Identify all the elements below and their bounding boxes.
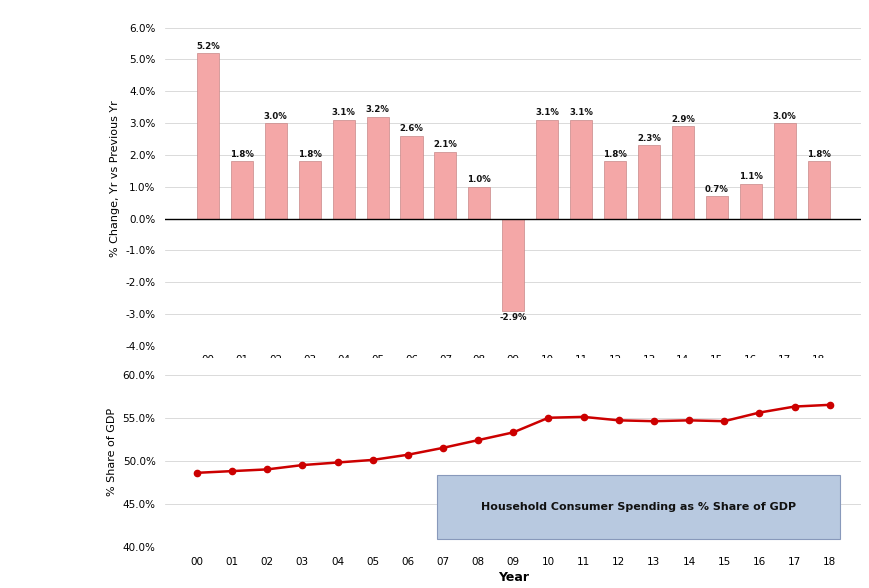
- Text: 3.1%: 3.1%: [331, 108, 355, 118]
- Text: Q1  =  +4.1%: Q1 = +4.1%: [44, 343, 116, 353]
- Y-axis label: % Change, Yr vs Previous Yr: % Change, Yr vs Previous Yr: [109, 101, 120, 257]
- Text: -2.9%: -2.9%: [499, 313, 527, 322]
- Bar: [434, 152, 456, 219]
- Text: 2017: 2017: [66, 323, 95, 333]
- Text: Q1  =  -2.1%: Q1 = -2.1%: [47, 143, 114, 153]
- Text: 2015: 2015: [66, 123, 95, 133]
- Bar: [501, 219, 524, 310]
- Text: Q2  =  -1.8%: Q2 = -1.8%: [47, 263, 114, 273]
- Text: Q2  =  +4.4%: Q2 = +4.4%: [44, 363, 116, 373]
- Text: Q4  =  +0.4%: Q4 = +0.4%: [44, 503, 116, 513]
- Bar: [332, 120, 355, 219]
- Text: Q3  =  +1.4%: Q3 = +1.4%: [44, 183, 116, 193]
- Bar: [264, 123, 287, 219]
- Bar: [806, 161, 829, 219]
- Bar: [603, 161, 626, 219]
- Text: 3.2%: 3.2%: [365, 105, 389, 114]
- Bar: [366, 117, 388, 219]
- Text: 2.1%: 2.1%: [433, 140, 457, 149]
- Bar: [230, 161, 253, 219]
- Text: Q4  =  +0.3%: Q4 = +0.3%: [44, 203, 116, 213]
- Text: 2.6%: 2.6%: [399, 124, 423, 133]
- Text: 3.1%: 3.1%: [534, 108, 559, 118]
- Text: Q3  =  +4.4%: Q3 = +4.4%: [44, 283, 116, 293]
- Bar: [705, 196, 727, 219]
- Text: Q1  =  +1.3%: Q1 = +1.3%: [44, 443, 116, 453]
- Text: 3.0%: 3.0%: [772, 112, 796, 121]
- Text: 2.3%: 2.3%: [636, 134, 660, 143]
- Text: 5.2%: 5.2%: [196, 42, 220, 51]
- Bar: [569, 120, 592, 219]
- Bar: [535, 120, 558, 219]
- Text: Canada 'Real' GDP
Growth Q/Q
Annualized:: Canada 'Real' GDP Growth Q/Q Annualized:: [23, 24, 137, 60]
- Text: 1.8%: 1.8%: [602, 150, 627, 159]
- Text: Q3  =  +2.0%: Q3 = +2.0%: [44, 483, 116, 493]
- Bar: [468, 187, 490, 219]
- Text: Q4  =  +1.7%: Q4 = +1.7%: [44, 403, 116, 413]
- Bar: [298, 161, 321, 219]
- FancyBboxPatch shape: [436, 475, 839, 539]
- Text: 2016: 2016: [66, 223, 95, 233]
- Text: 1.8%: 1.8%: [806, 150, 830, 159]
- Text: Q4  =  +2.3%: Q4 = +2.3%: [44, 303, 116, 313]
- Text: Q2  =  -1.1%: Q2 = -1.1%: [47, 163, 114, 173]
- Bar: [773, 123, 795, 219]
- Text: 1.8%: 1.8%: [229, 150, 254, 159]
- Text: 1.8%: 1.8%: [297, 150, 322, 159]
- Bar: [400, 136, 422, 219]
- Text: 2018: 2018: [66, 423, 95, 433]
- Text: Q1  =  +2.4%: Q1 = +2.4%: [44, 243, 116, 253]
- Y-axis label: % Share of GDP: % Share of GDP: [107, 408, 117, 496]
- Bar: [637, 145, 660, 219]
- X-axis label: Year: Year: [497, 571, 528, 584]
- Text: Q2  =  +2.6%: Q2 = +2.6%: [44, 463, 116, 473]
- Text: 3.1%: 3.1%: [568, 108, 593, 118]
- Bar: [196, 53, 219, 219]
- Text: Household Consumer Spending as % Share of GDP: Household Consumer Spending as % Share o…: [481, 502, 795, 512]
- Text: Q3  =  +1.3%: Q3 = +1.3%: [44, 383, 116, 393]
- Text: 3.0%: 3.0%: [263, 112, 288, 121]
- Text: 0.7%: 0.7%: [704, 185, 728, 193]
- Text: 2.9%: 2.9%: [670, 115, 694, 123]
- Text: 1.1%: 1.1%: [738, 172, 762, 181]
- Bar: [671, 126, 693, 219]
- Text: 1.0%: 1.0%: [467, 175, 491, 184]
- Bar: [739, 183, 761, 219]
